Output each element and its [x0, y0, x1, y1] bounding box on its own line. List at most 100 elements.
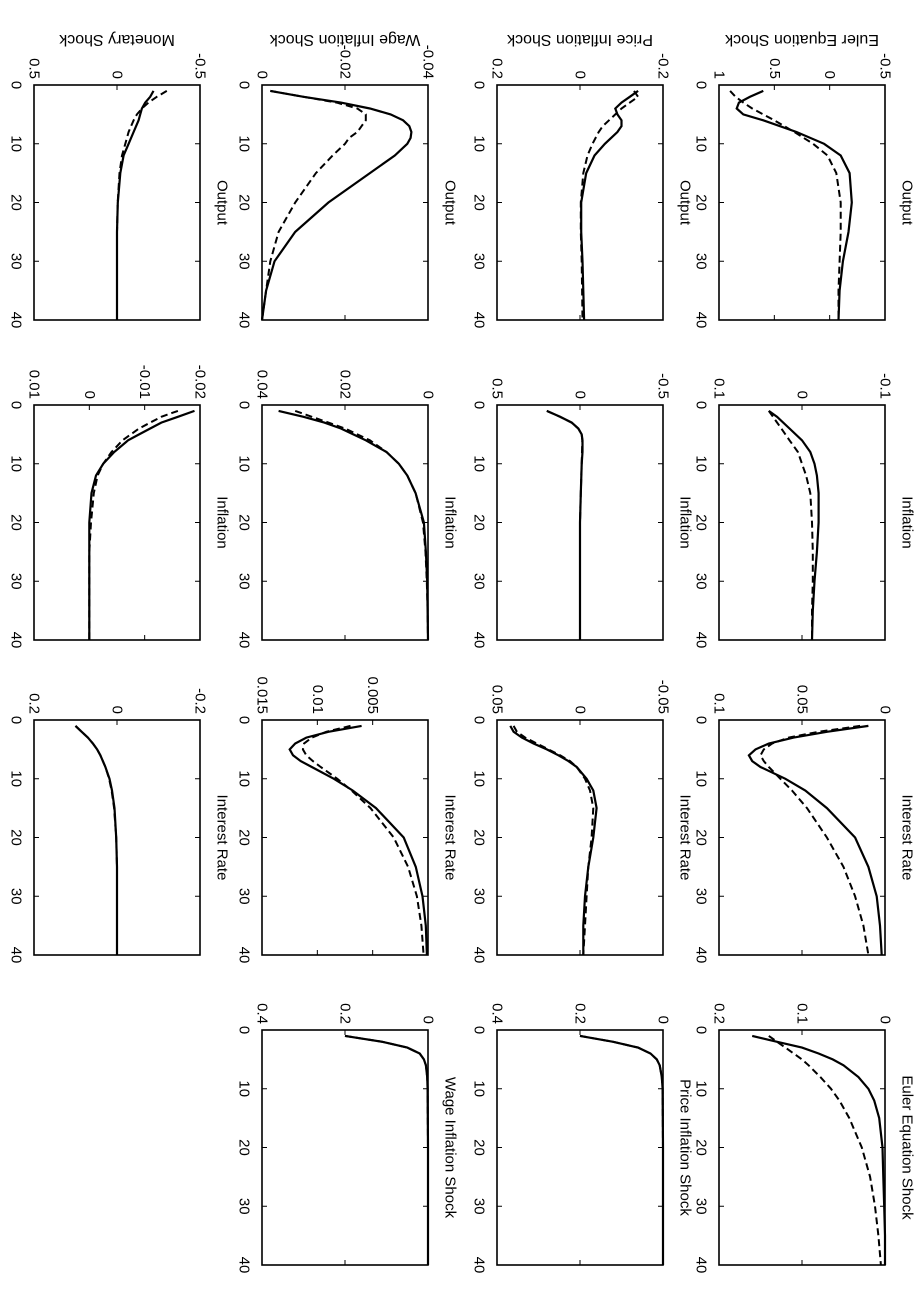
solid-series-line — [768, 410, 820, 641]
y-tick-label: 0.01 — [26, 370, 43, 399]
x-tick-label: 40 — [471, 1257, 488, 1274]
y-tick-label: 0.2 — [337, 1003, 354, 1024]
x-tick-label: 0 — [236, 1026, 253, 1034]
panel-title: Interest Rate — [442, 795, 459, 881]
y-tick-label: 0 — [821, 71, 838, 79]
x-tick-label: 20 — [236, 1139, 253, 1156]
x-tick-label: 40 — [471, 312, 488, 329]
y-tick-label: -0.5 — [877, 53, 894, 79]
dashed-series-line — [512, 725, 595, 956]
panel-title: Inflation — [899, 496, 916, 549]
shock-title: Monetary Shock — [58, 31, 175, 48]
y-tick-label: 0 — [420, 391, 437, 399]
panel-frame — [261, 1029, 429, 1266]
y-tick-label: 0.4 — [489, 1003, 506, 1024]
y-tick-label: -0.02 — [337, 45, 354, 79]
solid-series-line — [88, 409, 195, 640]
x-tick-label: 30 — [693, 573, 710, 590]
x-tick-label: 30 — [693, 1198, 710, 1215]
solid-series-line — [278, 409, 430, 641]
x-tick-label: 10 — [693, 135, 710, 152]
y-tick-label: 0.5 — [26, 58, 43, 79]
x-tick-label: 0 — [8, 401, 25, 409]
x-tick-label: 10 — [8, 455, 25, 472]
y-tick-label: 0.04 — [254, 370, 271, 399]
x-tick-label: 0 — [693, 81, 710, 89]
shock-title: Price Inflation Shock — [506, 31, 653, 48]
dashed-series-line — [294, 409, 429, 641]
solid-series-line — [344, 1034, 430, 1265]
x-tick-label: 10 — [693, 455, 710, 472]
panel-title: Inflation — [214, 496, 231, 549]
x-tick-label: 40 — [236, 632, 253, 649]
x-tick-label: 10 — [236, 135, 253, 152]
shock-title: Euler Equation Shock — [724, 31, 879, 48]
x-tick-label: 0 — [693, 401, 710, 409]
y-tick-label: 0 — [572, 706, 589, 714]
y-tick-label: 0.2 — [711, 1003, 728, 1024]
panel-frame — [261, 404, 429, 641]
y-tick-label: 0 — [572, 71, 589, 79]
y-tick-label: 0.02 — [337, 370, 354, 399]
y-tick-label: 0 — [794, 391, 811, 399]
y-tick-label: 1 — [711, 71, 728, 79]
x-tick-label: 40 — [693, 947, 710, 964]
y-tick-label: 0 — [572, 391, 589, 399]
dashed-series-line — [768, 1035, 882, 1266]
y-tick-label: -0.5 — [192, 53, 209, 79]
panel-title: Inflation — [677, 496, 694, 549]
panel-title: Euler Equation Shock — [899, 1075, 916, 1220]
panel-title: Output — [899, 180, 916, 226]
y-tick-label: 0 — [81, 391, 98, 399]
y-tick-label: 0.5 — [766, 58, 783, 79]
y-tick-label: 0 — [420, 1016, 437, 1024]
x-tick-label: 10 — [8, 770, 25, 787]
y-tick-label: 0.005 — [364, 676, 381, 714]
panel-title: Wage Inflation Shock — [442, 1077, 459, 1219]
solid-series-line — [509, 725, 598, 955]
y-tick-label: 0.1 — [794, 1003, 811, 1024]
x-tick-label: 0 — [471, 81, 488, 89]
x-tick-label: 40 — [8, 947, 25, 964]
y-tick-label: 0 — [254, 71, 271, 79]
dashed-series-line — [546, 409, 584, 640]
x-tick-label: 10 — [236, 1080, 253, 1097]
x-tick-label: 0 — [236, 81, 253, 89]
dashed-series-line — [767, 410, 814, 640]
panel: Euler Equation Shock 0 10 20 30 40 -0.5 0 0.5 1 Ou… — [693, 31, 916, 328]
y-tick-label: 0 — [109, 71, 126, 79]
panel: 0 10 20 30 40 0 0.02 0.04 Inflation — [236, 370, 459, 649]
panel-title: Output — [214, 180, 231, 226]
panel-title: Output — [677, 180, 694, 226]
panel-frame — [718, 1029, 886, 1266]
x-tick-label: 30 — [236, 888, 253, 905]
x-tick-label: 40 — [471, 947, 488, 964]
x-tick-label: 30 — [8, 253, 25, 270]
x-tick-label: 30 — [236, 573, 253, 590]
y-tick-label: 0.05 — [489, 685, 506, 714]
y-tick-label: 0.2 — [26, 693, 43, 714]
x-tick-label: 0 — [236, 716, 253, 724]
x-tick-label: 0 — [8, 716, 25, 724]
x-tick-label: 20 — [8, 194, 25, 211]
solid-series-line — [751, 1034, 887, 1265]
x-tick-label: 30 — [8, 573, 25, 590]
y-tick-label: 0.015 — [254, 676, 271, 714]
x-tick-label: 10 — [693, 1080, 710, 1097]
x-tick-label: 40 — [236, 1257, 253, 1274]
x-tick-label: 0 — [8, 81, 25, 89]
x-tick-label: 0 — [693, 716, 710, 724]
x-tick-label: 40 — [8, 632, 25, 649]
y-tick-label: -0.1 — [877, 373, 894, 399]
solid-series-line — [115, 90, 155, 320]
x-tick-label: 20 — [471, 194, 488, 211]
x-tick-label: 10 — [471, 135, 488, 152]
panel-title: Price Inflation Shock — [677, 1079, 694, 1216]
panel-title: Output — [442, 180, 459, 226]
y-tick-label: 0.01 — [309, 685, 326, 714]
shock-title: Wage Inflation Shock — [269, 31, 421, 48]
